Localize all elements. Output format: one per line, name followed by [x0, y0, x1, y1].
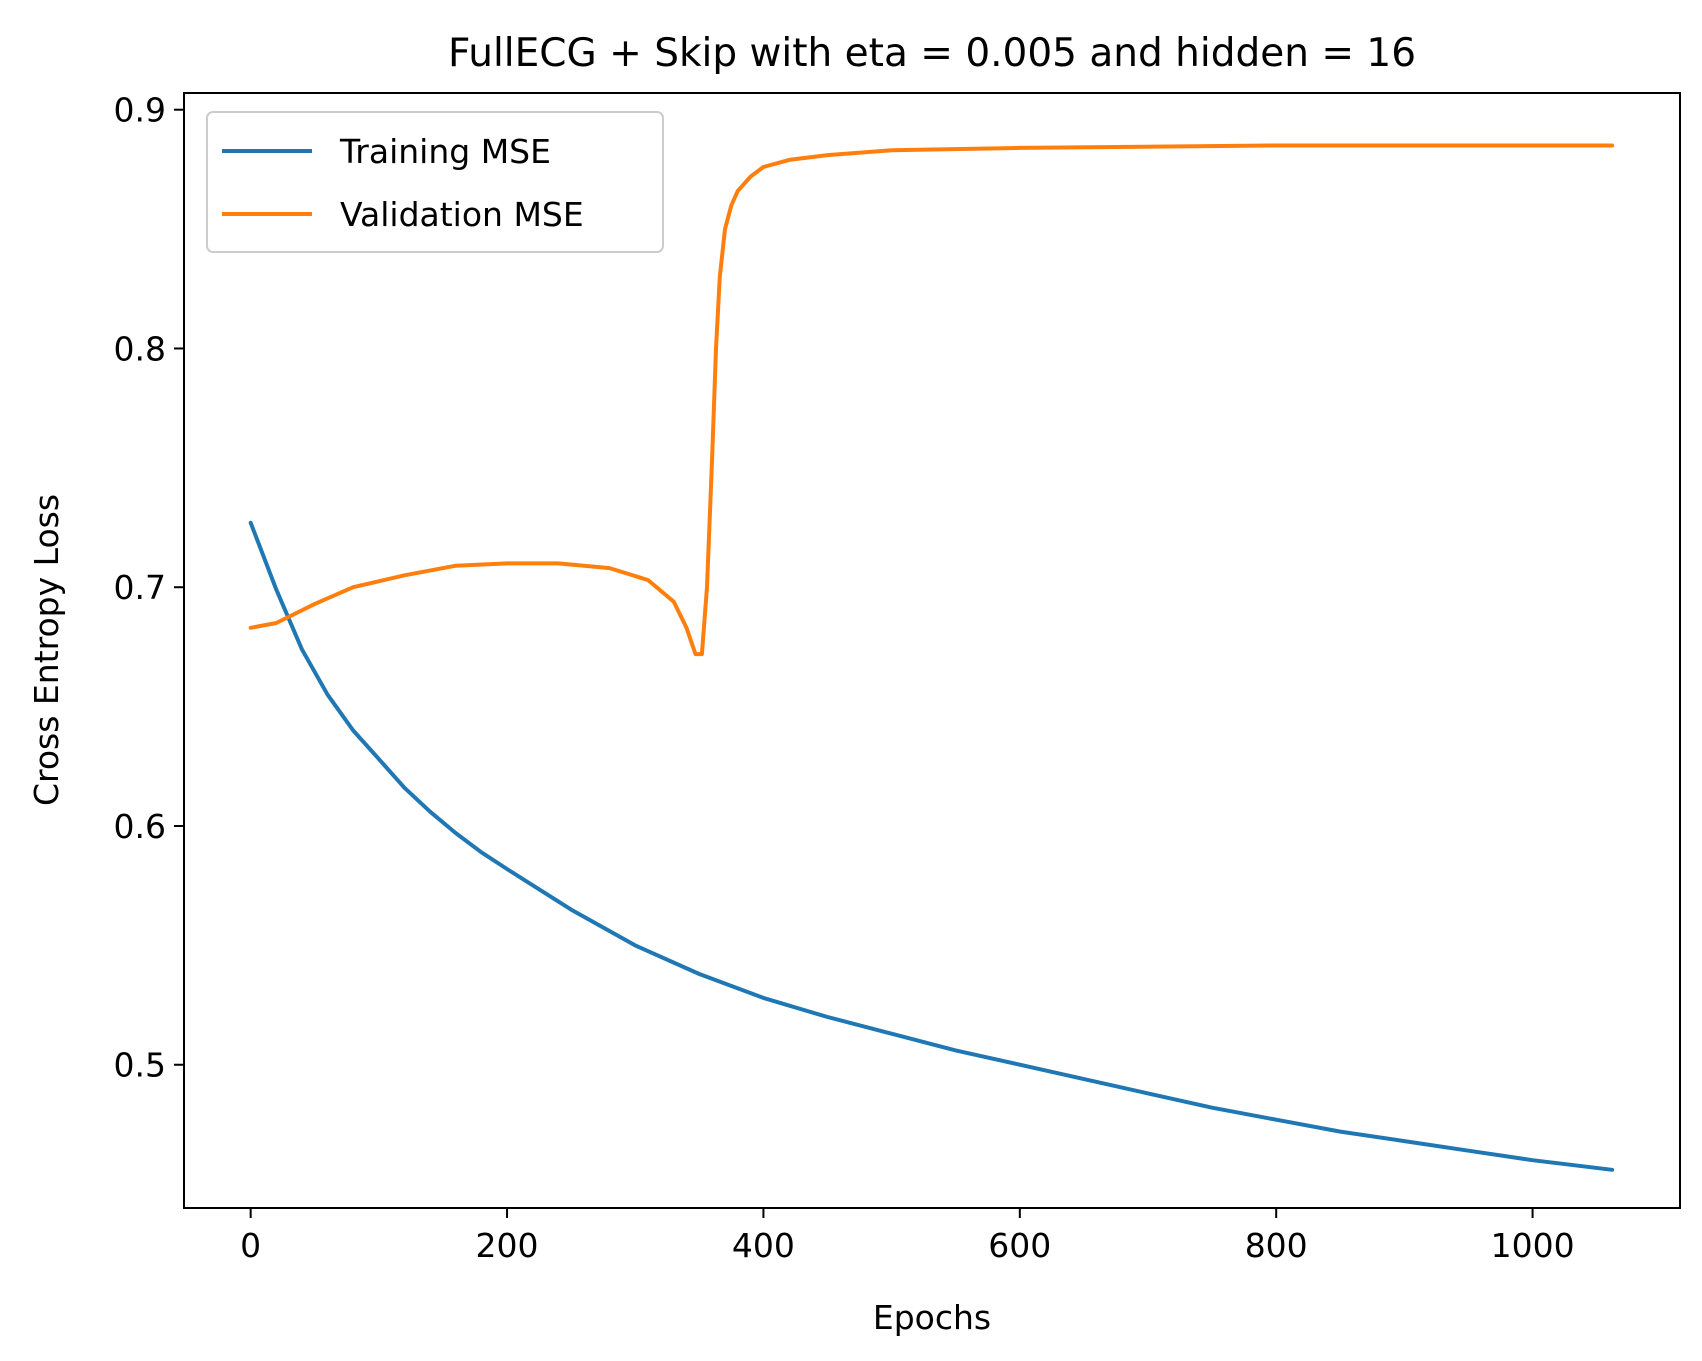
legend-label: Validation MSE — [340, 195, 584, 234]
x-tick-label: 800 — [1245, 1226, 1308, 1265]
axes-frame — [183, 92, 1681, 1209]
y-tick-label: 0.5 — [114, 1046, 166, 1085]
x-tick-label: 0 — [240, 1226, 261, 1265]
x-axis-label: Epochs — [873, 1298, 991, 1337]
y-tick-label: 0.6 — [114, 807, 166, 846]
y-tick-label: 0.8 — [114, 329, 166, 368]
y-axis-label: Cross Entropy Loss — [27, 494, 66, 806]
plot-area — [183, 92, 1681, 1209]
x-tick-label: 600 — [988, 1226, 1051, 1265]
y-axis-ticks: 0.5 0.6 0.7 0.8 0.9 — [114, 91, 184, 1085]
legend: Training MSE Validation MSE — [206, 111, 664, 253]
y-tick-label: 0.7 — [114, 568, 166, 607]
x-tick-label: 400 — [732, 1226, 795, 1265]
legend-box — [206, 111, 664, 253]
x-tick-label: 200 — [476, 1226, 539, 1265]
series-layer — [248, 143, 1615, 1172]
x-axis-ticks: 0 200 400 600 800 1000 — [240, 1208, 1575, 1265]
y-tick-label: 0.9 — [114, 91, 166, 130]
chart-title: FullECG + Skip with eta = 0.005 and hidd… — [448, 31, 1416, 76]
legend-label: Training MSE — [339, 132, 551, 171]
series-line-validation-mse — [248, 143, 1615, 657]
series-line-training-mse — [248, 520, 1615, 1172]
x-tick-label: 1000 — [1491, 1226, 1575, 1265]
